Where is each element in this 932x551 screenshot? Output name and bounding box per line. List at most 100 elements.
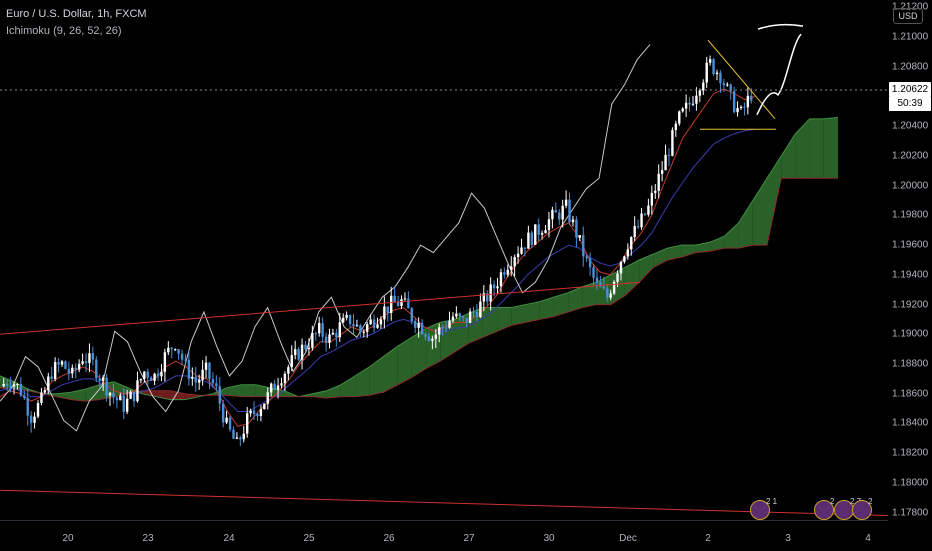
- candle-bull: [468, 311, 472, 323]
- cloud-segment: [355, 366, 370, 397]
- candle-bull: [705, 62, 708, 83]
- candle-bear: [475, 312, 479, 318]
- candle-bull: [650, 192, 654, 206]
- candle-bear: [180, 353, 184, 360]
- event-flag-icon[interactable]: [750, 500, 770, 520]
- cloud-segment: [71, 389, 86, 402]
- time-tick-label: 20: [62, 533, 74, 544]
- candle-bull: [520, 247, 523, 254]
- candle-bull: [438, 327, 441, 335]
- candle-bull: [136, 380, 139, 402]
- candle-bull: [139, 378, 143, 381]
- candle-bear: [273, 383, 276, 390]
- candle-bull: [609, 293, 612, 298]
- candle-bear: [184, 359, 187, 361]
- candle-bear: [74, 367, 77, 370]
- candle-bull: [338, 322, 341, 338]
- candle-bear: [444, 327, 448, 329]
- price-tick-label: 1.19600: [892, 239, 929, 251]
- time-tick-label: Dec: [619, 533, 637, 544]
- candle-bull: [417, 322, 420, 328]
- candle-bull: [623, 256, 626, 262]
- candle-bear: [595, 277, 599, 283]
- indicator-title[interactable]: Ichimoku (9, 26, 52, 26): [6, 25, 122, 37]
- candle-bull: [36, 403, 40, 417]
- candle-bull: [640, 213, 643, 228]
- candle-bear: [29, 415, 33, 423]
- candle-bear: [386, 306, 389, 313]
- cloud-segment: [369, 356, 384, 396]
- candle-bull: [702, 82, 705, 91]
- candle-bull: [88, 353, 91, 364]
- candle-bear: [57, 362, 60, 365]
- event-flag-icon[interactable]: [852, 500, 872, 520]
- projection-target-line: [757, 23, 804, 30]
- candle-bear: [84, 361, 88, 364]
- event-flag-icon[interactable]: [814, 500, 834, 520]
- cloud-segment: [497, 307, 512, 332]
- candle-bull: [43, 390, 47, 393]
- currency-badge[interactable]: USD: [893, 8, 923, 24]
- candle-bull: [287, 367, 290, 374]
- candle-bull: [455, 313, 458, 317]
- candle-bull: [678, 111, 681, 124]
- candle-bear: [458, 313, 462, 317]
- candle-bear: [64, 361, 67, 369]
- candle-bear: [503, 272, 506, 275]
- candle-bear: [321, 323, 324, 337]
- candle-bull: [544, 230, 547, 234]
- cloud-segment: [766, 156, 782, 246]
- candle-bear: [170, 347, 173, 350]
- price-tick-label: 1.18000: [892, 477, 929, 489]
- candle-bear: [297, 349, 300, 360]
- price-chart-canvas[interactable]: [0, 0, 888, 520]
- time-tick-label: 24: [223, 533, 235, 544]
- cloud-segment: [241, 384, 256, 397]
- candle-bear: [232, 429, 235, 439]
- candle-bull: [280, 383, 283, 386]
- candle-bear: [187, 359, 191, 379]
- candle-bear: [414, 320, 417, 328]
- candle-bear: [19, 383, 23, 396]
- time-axis[interactable]: 20 23 24 25 26 27 30 Dec 2 3 4: [0, 520, 888, 551]
- price-tick-label: 1.20400: [892, 120, 929, 132]
- symbol-title[interactable]: Euro / U.S. Dollar, 1h, FXCM: [6, 8, 147, 20]
- candle-bull: [403, 298, 407, 300]
- candle-bear: [441, 327, 444, 329]
- candle-bull: [708, 59, 712, 63]
- candle-bull: [369, 319, 372, 325]
- candle-bull: [674, 123, 678, 131]
- candle-bull: [510, 266, 513, 270]
- bar-countdown-label: 50:39: [889, 97, 931, 111]
- price-tick-label: 1.17800: [892, 507, 929, 519]
- cloud-segment: [582, 282, 597, 308]
- candle-bull: [60, 361, 64, 365]
- cloud-segment: [312, 390, 327, 399]
- candle-bull: [698, 90, 702, 96]
- candle-bull: [300, 344, 304, 360]
- candle-bull: [33, 416, 36, 423]
- cloud-segment: [426, 322, 441, 369]
- candle-bull: [561, 205, 564, 220]
- candle-bull: [657, 173, 660, 191]
- candle-bull: [328, 334, 331, 343]
- candle-bear: [492, 284, 496, 289]
- candle-bull: [506, 269, 510, 275]
- candle-bull: [489, 284, 492, 302]
- candle-bear: [602, 286, 606, 289]
- price-tick-label: 1.20000: [892, 180, 929, 192]
- candle-bear: [95, 359, 98, 379]
- event-count-label: 2: [830, 497, 835, 506]
- candle-bear: [50, 376, 53, 379]
- candle-bear: [530, 232, 534, 245]
- cloud-segment: [624, 260, 640, 296]
- candle-bear: [352, 323, 355, 327]
- candle-bull: [390, 295, 393, 313]
- candle-bull: [513, 257, 516, 267]
- time-tick-label: 30: [543, 533, 555, 544]
- price-scale[interactable]: 1.21200 1.21000 1.20800 1.20400 1.20200 1.200…: [888, 0, 932, 520]
- candle-bull: [71, 367, 74, 374]
- price-tick-label: 1.18200: [892, 447, 929, 459]
- candle-bull: [225, 417, 228, 423]
